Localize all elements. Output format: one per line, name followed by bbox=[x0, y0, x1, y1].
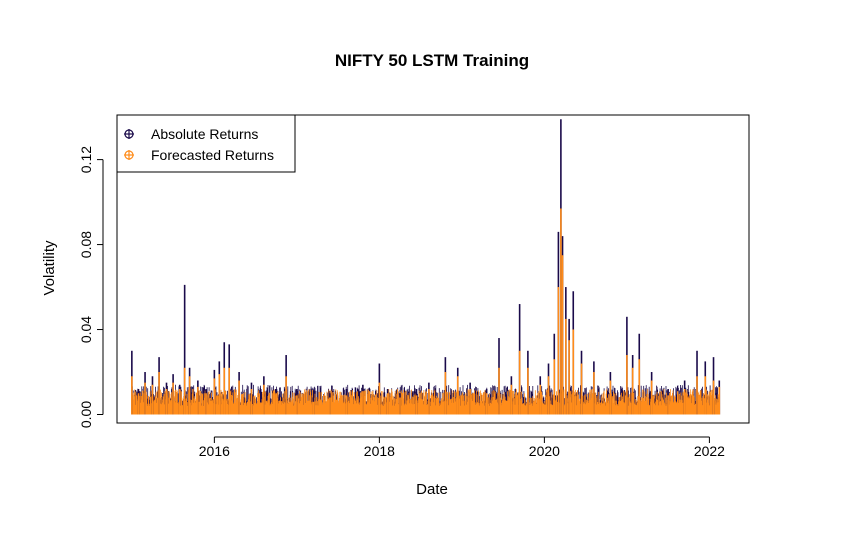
x-tick-label: 2022 bbox=[694, 443, 725, 459]
legend-label-forecasted-returns: Forecasted Returns bbox=[151, 147, 274, 163]
axes-layer: 0.00 0.04 0.08 0.12 2016 2018 2020 2022 bbox=[78, 146, 725, 459]
legend-label-absolute-returns: Absolute Returns bbox=[151, 126, 258, 142]
legend-item-forecasted-returns: Forecasted Returns bbox=[124, 147, 274, 163]
y-tick-label: 0.12 bbox=[78, 146, 94, 173]
y-axis-label: Volatility bbox=[41, 240, 58, 296]
series-layer bbox=[131, 119, 721, 415]
y-tick-label: 0.04 bbox=[78, 316, 94, 343]
legend: Absolute Returns Forecasted Returns bbox=[116, 114, 296, 173]
y-tick-label: 0.00 bbox=[78, 401, 94, 428]
legend-box bbox=[116, 114, 296, 173]
series-1 bbox=[131, 208, 721, 415]
legend-item-absolute-returns: Absolute Returns bbox=[124, 126, 258, 142]
x-tick-label: 2016 bbox=[199, 443, 230, 459]
chart-title: NIFTY 50 LSTM Training bbox=[335, 51, 529, 70]
x-axis-label: Date bbox=[416, 481, 448, 498]
x-tick-label: 2018 bbox=[364, 443, 395, 459]
x-tick-label: 2020 bbox=[529, 443, 560, 459]
y-tick-label: 0.08 bbox=[78, 231, 94, 258]
plot-frame bbox=[116, 114, 750, 424]
